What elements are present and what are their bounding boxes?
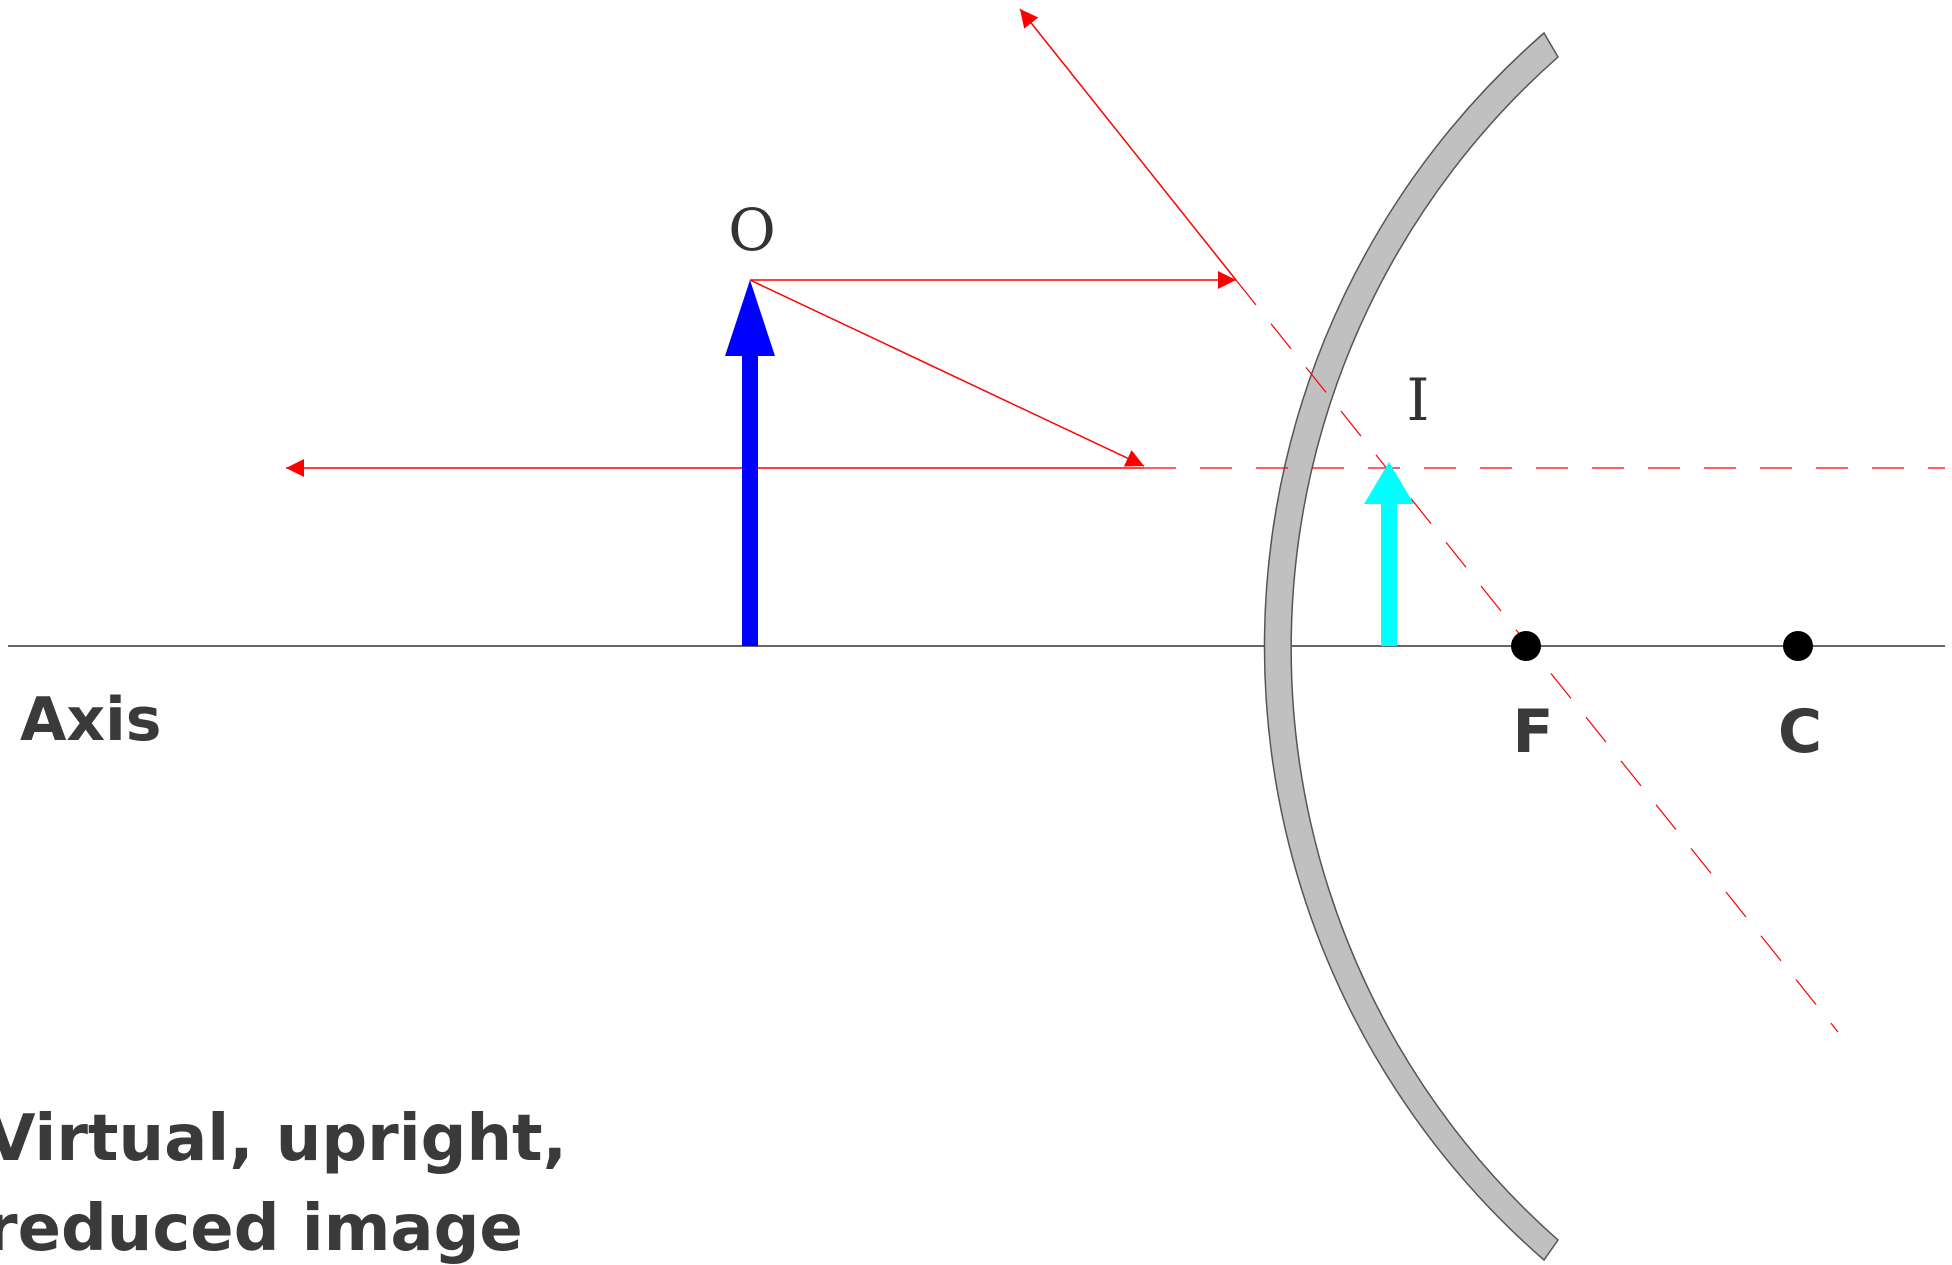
convex-mirror <box>1263 31 1559 1262</box>
reflected-ray-diverging <box>1019 8 1237 281</box>
caption-line-1: Virtual, upright, <box>0 1102 567 1176</box>
focal-point-label: F <box>1513 697 1554 767</box>
image-arrow-shaft <box>1381 495 1397 646</box>
object-arrow-head <box>725 280 775 356</box>
virtual-extension-through-focus <box>1235 279 1839 1033</box>
axis-label: Axis <box>20 685 161 755</box>
image-label: I <box>1407 366 1430 434</box>
center-of-curvature-dot <box>1783 631 1813 661</box>
object-arrow-shaft <box>742 350 758 646</box>
caption-line-2: reduced image <box>0 1192 523 1265</box>
image-arrow-head <box>1364 462 1414 504</box>
center-of-curvature-label: C <box>1778 697 1822 767</box>
incident-ray-toward-focus <box>749 279 1145 467</box>
focal-point-dot <box>1511 631 1541 661</box>
object-label: O <box>728 196 776 264</box>
